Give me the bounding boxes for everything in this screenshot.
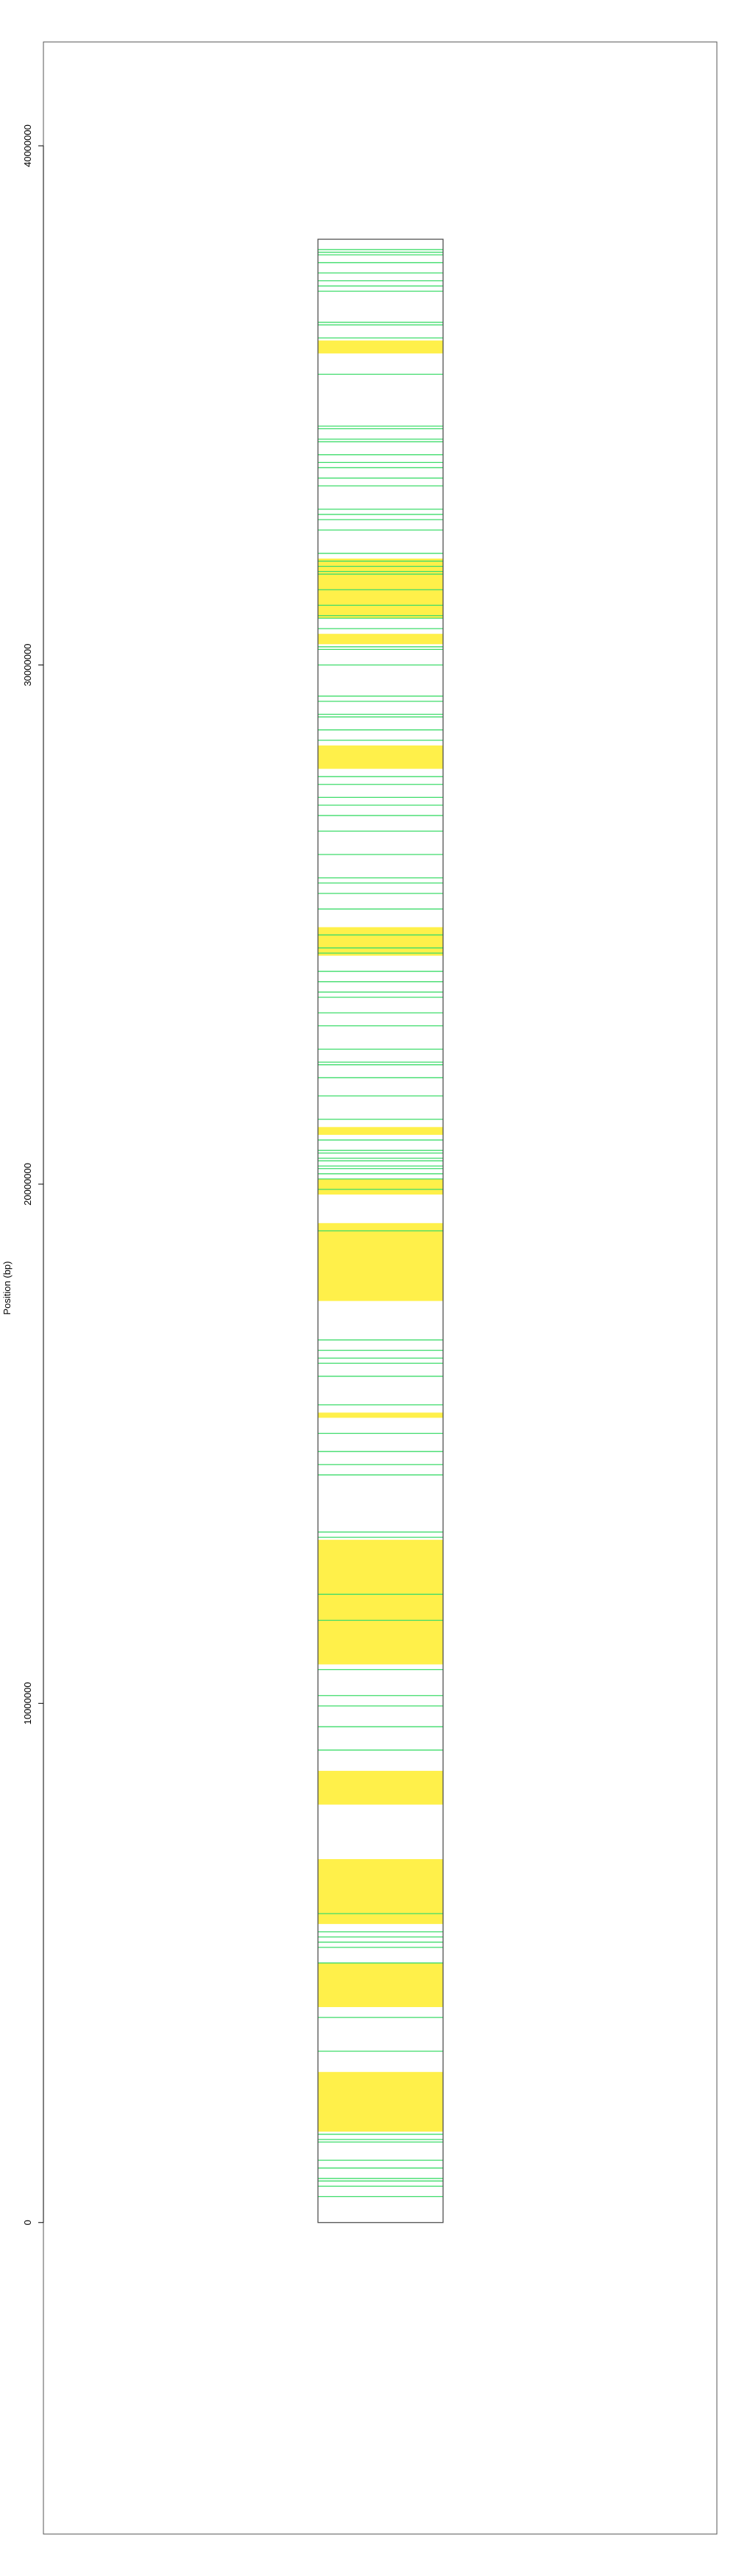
region-0	[318, 2072, 443, 2132]
region-1	[318, 1963, 443, 2008]
region-4	[318, 1540, 443, 1665]
y-axis-title: Position (bp)	[1, 1262, 13, 1315]
region-2	[318, 1858, 443, 1925]
marker-lines	[318, 249, 443, 2198]
y-axis: 0 10000000 20000000 30000000 40000000	[22, 124, 44, 2225]
region-12	[318, 558, 443, 619]
region-7	[318, 1127, 443, 1135]
region-10	[318, 745, 443, 769]
region-5	[318, 1222, 443, 1301]
region-6	[318, 1178, 443, 1195]
highlight-regions	[318, 340, 443, 2132]
y-tick-label-3: 30000000	[22, 644, 33, 687]
region-13	[318, 340, 443, 354]
region-3	[318, 1771, 443, 1805]
chromosome-outline	[317, 238, 444, 2223]
region-9	[318, 927, 443, 956]
region-11	[318, 634, 443, 645]
y-tick-label-1: 10000000	[22, 1682, 33, 1724]
y-tick-label-0: 0	[22, 2220, 33, 2225]
region-8	[318, 1412, 443, 1418]
y-tick-label-2: 20000000	[22, 1163, 33, 1206]
y-tick-label-4: 40000000	[22, 124, 33, 167]
